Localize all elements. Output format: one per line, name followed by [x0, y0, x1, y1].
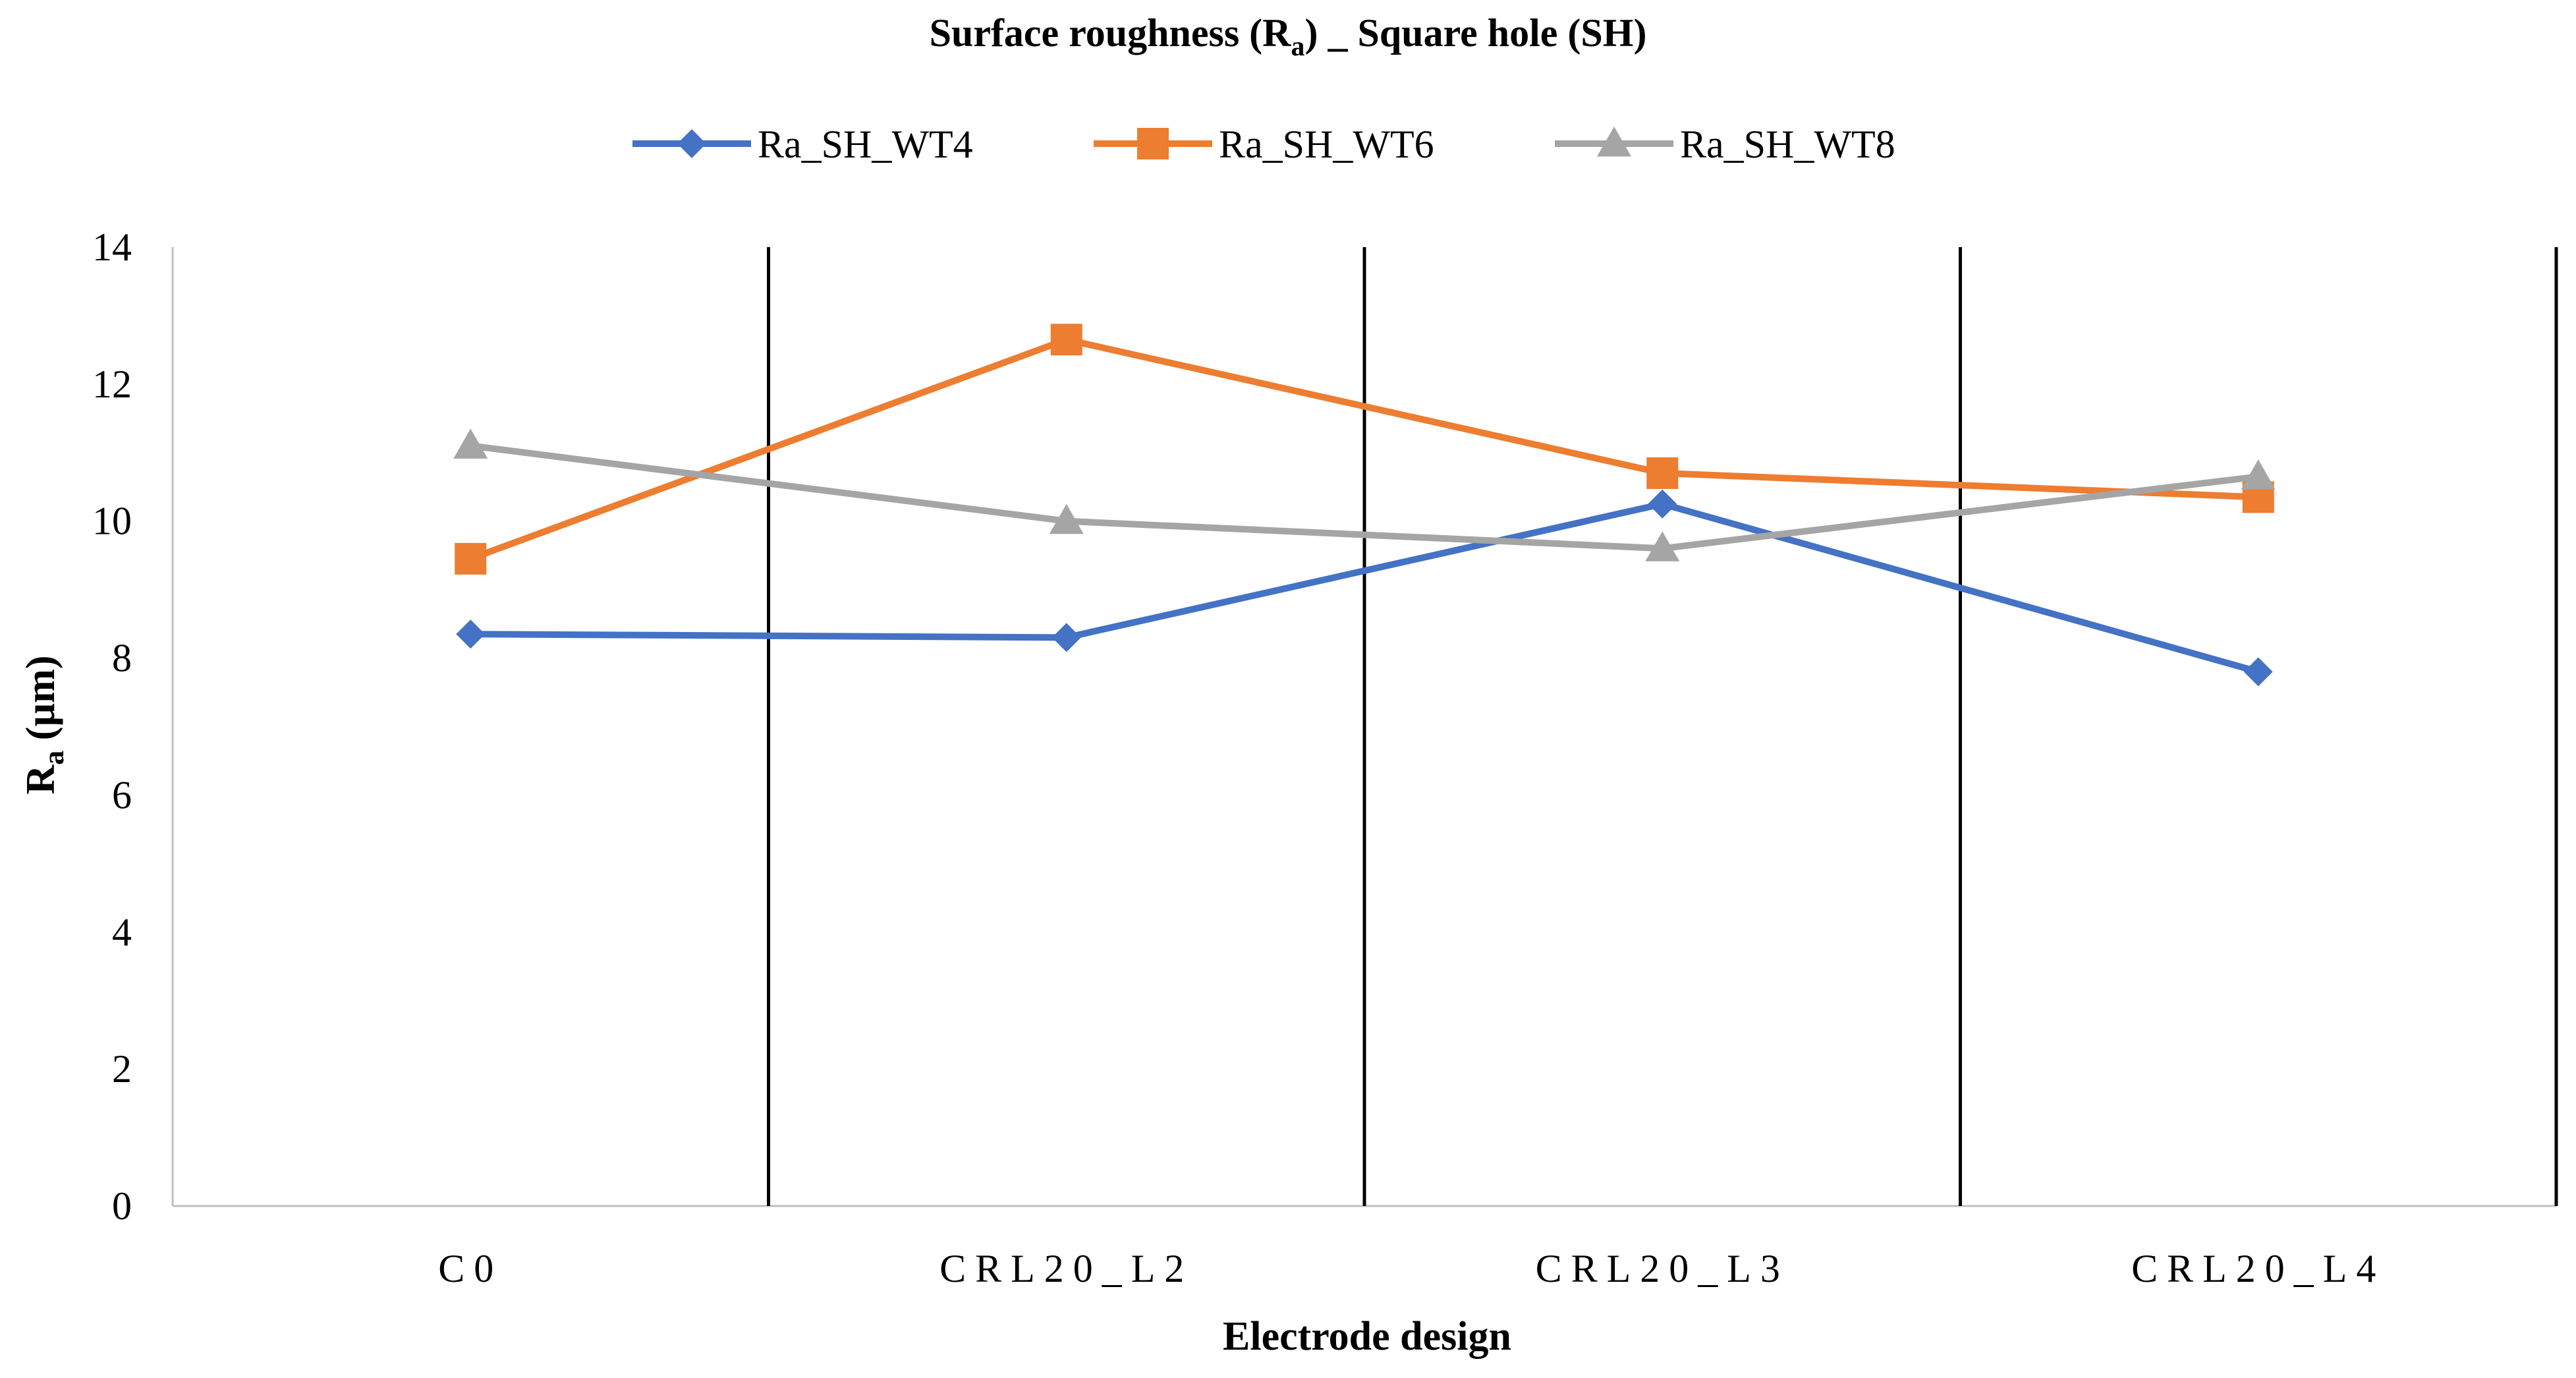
- y-axis-title-main: R: [18, 764, 63, 794]
- series-line: [470, 442, 2259, 552]
- series-Ra_SH_WT8: [453, 428, 2276, 561]
- data-point: [1648, 489, 1677, 519]
- x-tick-label: CRL20_L2: [939, 1247, 1193, 1290]
- chart-title-rest: ) _ Square hole (SH): [1304, 11, 1646, 55]
- data-point: [1051, 623, 1081, 652]
- data-point: [455, 542, 487, 575]
- y-tick-label: 0: [112, 1184, 132, 1228]
- x-tick-label: C0: [438, 1247, 503, 1290]
- series-line: [469, 336, 2258, 562]
- legend-item-Ra_SH_WT8: Ra_SH_WT8: [1555, 123, 1895, 166]
- series-line: [470, 500, 2260, 675]
- data-point: [1049, 503, 1084, 534]
- data-point: [1646, 457, 1679, 489]
- legend: Ra_SH_WT4 Ra_SH_WT6 Ra_SH_WT8: [632, 123, 1895, 166]
- legend-item-Ra_SH_WT4: Ra_SH_WT4: [632, 123, 973, 166]
- y-tick-label: 14: [92, 225, 132, 269]
- chart-title-main: Surface roughness (R: [930, 11, 1292, 55]
- legend-item-Ra_SH_WT6: Ra_SH_WT6: [1094, 123, 1434, 166]
- x-tick-labels: C0 CRL20_L2 CRL20_L3 CRL20_L4: [438, 1247, 2385, 1290]
- legend-label: Ra_SH_WT4: [758, 123, 973, 166]
- x-axis-title: Electrode design: [1223, 1314, 1511, 1359]
- y-tick-label: 6: [112, 773, 132, 817]
- legend-label: Ra_SH_WT6: [1219, 123, 1434, 166]
- y-axis-title-sub: a: [38, 751, 70, 765]
- y-tick-label: 2: [112, 1047, 132, 1091]
- y-tick-label: 8: [112, 637, 132, 680]
- data-point: [456, 619, 486, 649]
- data-point: [1645, 531, 1680, 561]
- data-point: [2243, 657, 2273, 687]
- legend-marker: [1597, 127, 1631, 157]
- y-axis-title-rest: (µm): [18, 656, 63, 751]
- data-point: [1050, 324, 1082, 356]
- legend-marker: [677, 129, 706, 158]
- chart-title: Surface roughness (Ra) _ Square hole (SH…: [930, 11, 1647, 62]
- chart-title-sub: a: [1291, 32, 1304, 62]
- x-tick-label: CRL20_L4: [2131, 1247, 2385, 1290]
- data-point: [453, 428, 488, 459]
- series-Ra_SH_WT4: [456, 489, 2273, 687]
- legend-marker: [1137, 128, 1169, 159]
- y-tick-label: 10: [92, 500, 132, 543]
- series-group: [453, 324, 2276, 687]
- x-tick-label: CRL20_L3: [1536, 1247, 1789, 1290]
- axes: [171, 247, 2558, 1207]
- legend-label: Ra_SH_WT8: [1680, 123, 1895, 166]
- y-axis-title: Ra (µm): [18, 656, 70, 795]
- series-Ra_SH_WT6: [455, 324, 2274, 575]
- data-point: [2241, 459, 2276, 490]
- y-tick-label: 4: [112, 910, 132, 954]
- y-tick-label: 12: [92, 362, 132, 406]
- y-tick-labels: 0 2 4 6 8 10 12 14: [92, 225, 132, 1228]
